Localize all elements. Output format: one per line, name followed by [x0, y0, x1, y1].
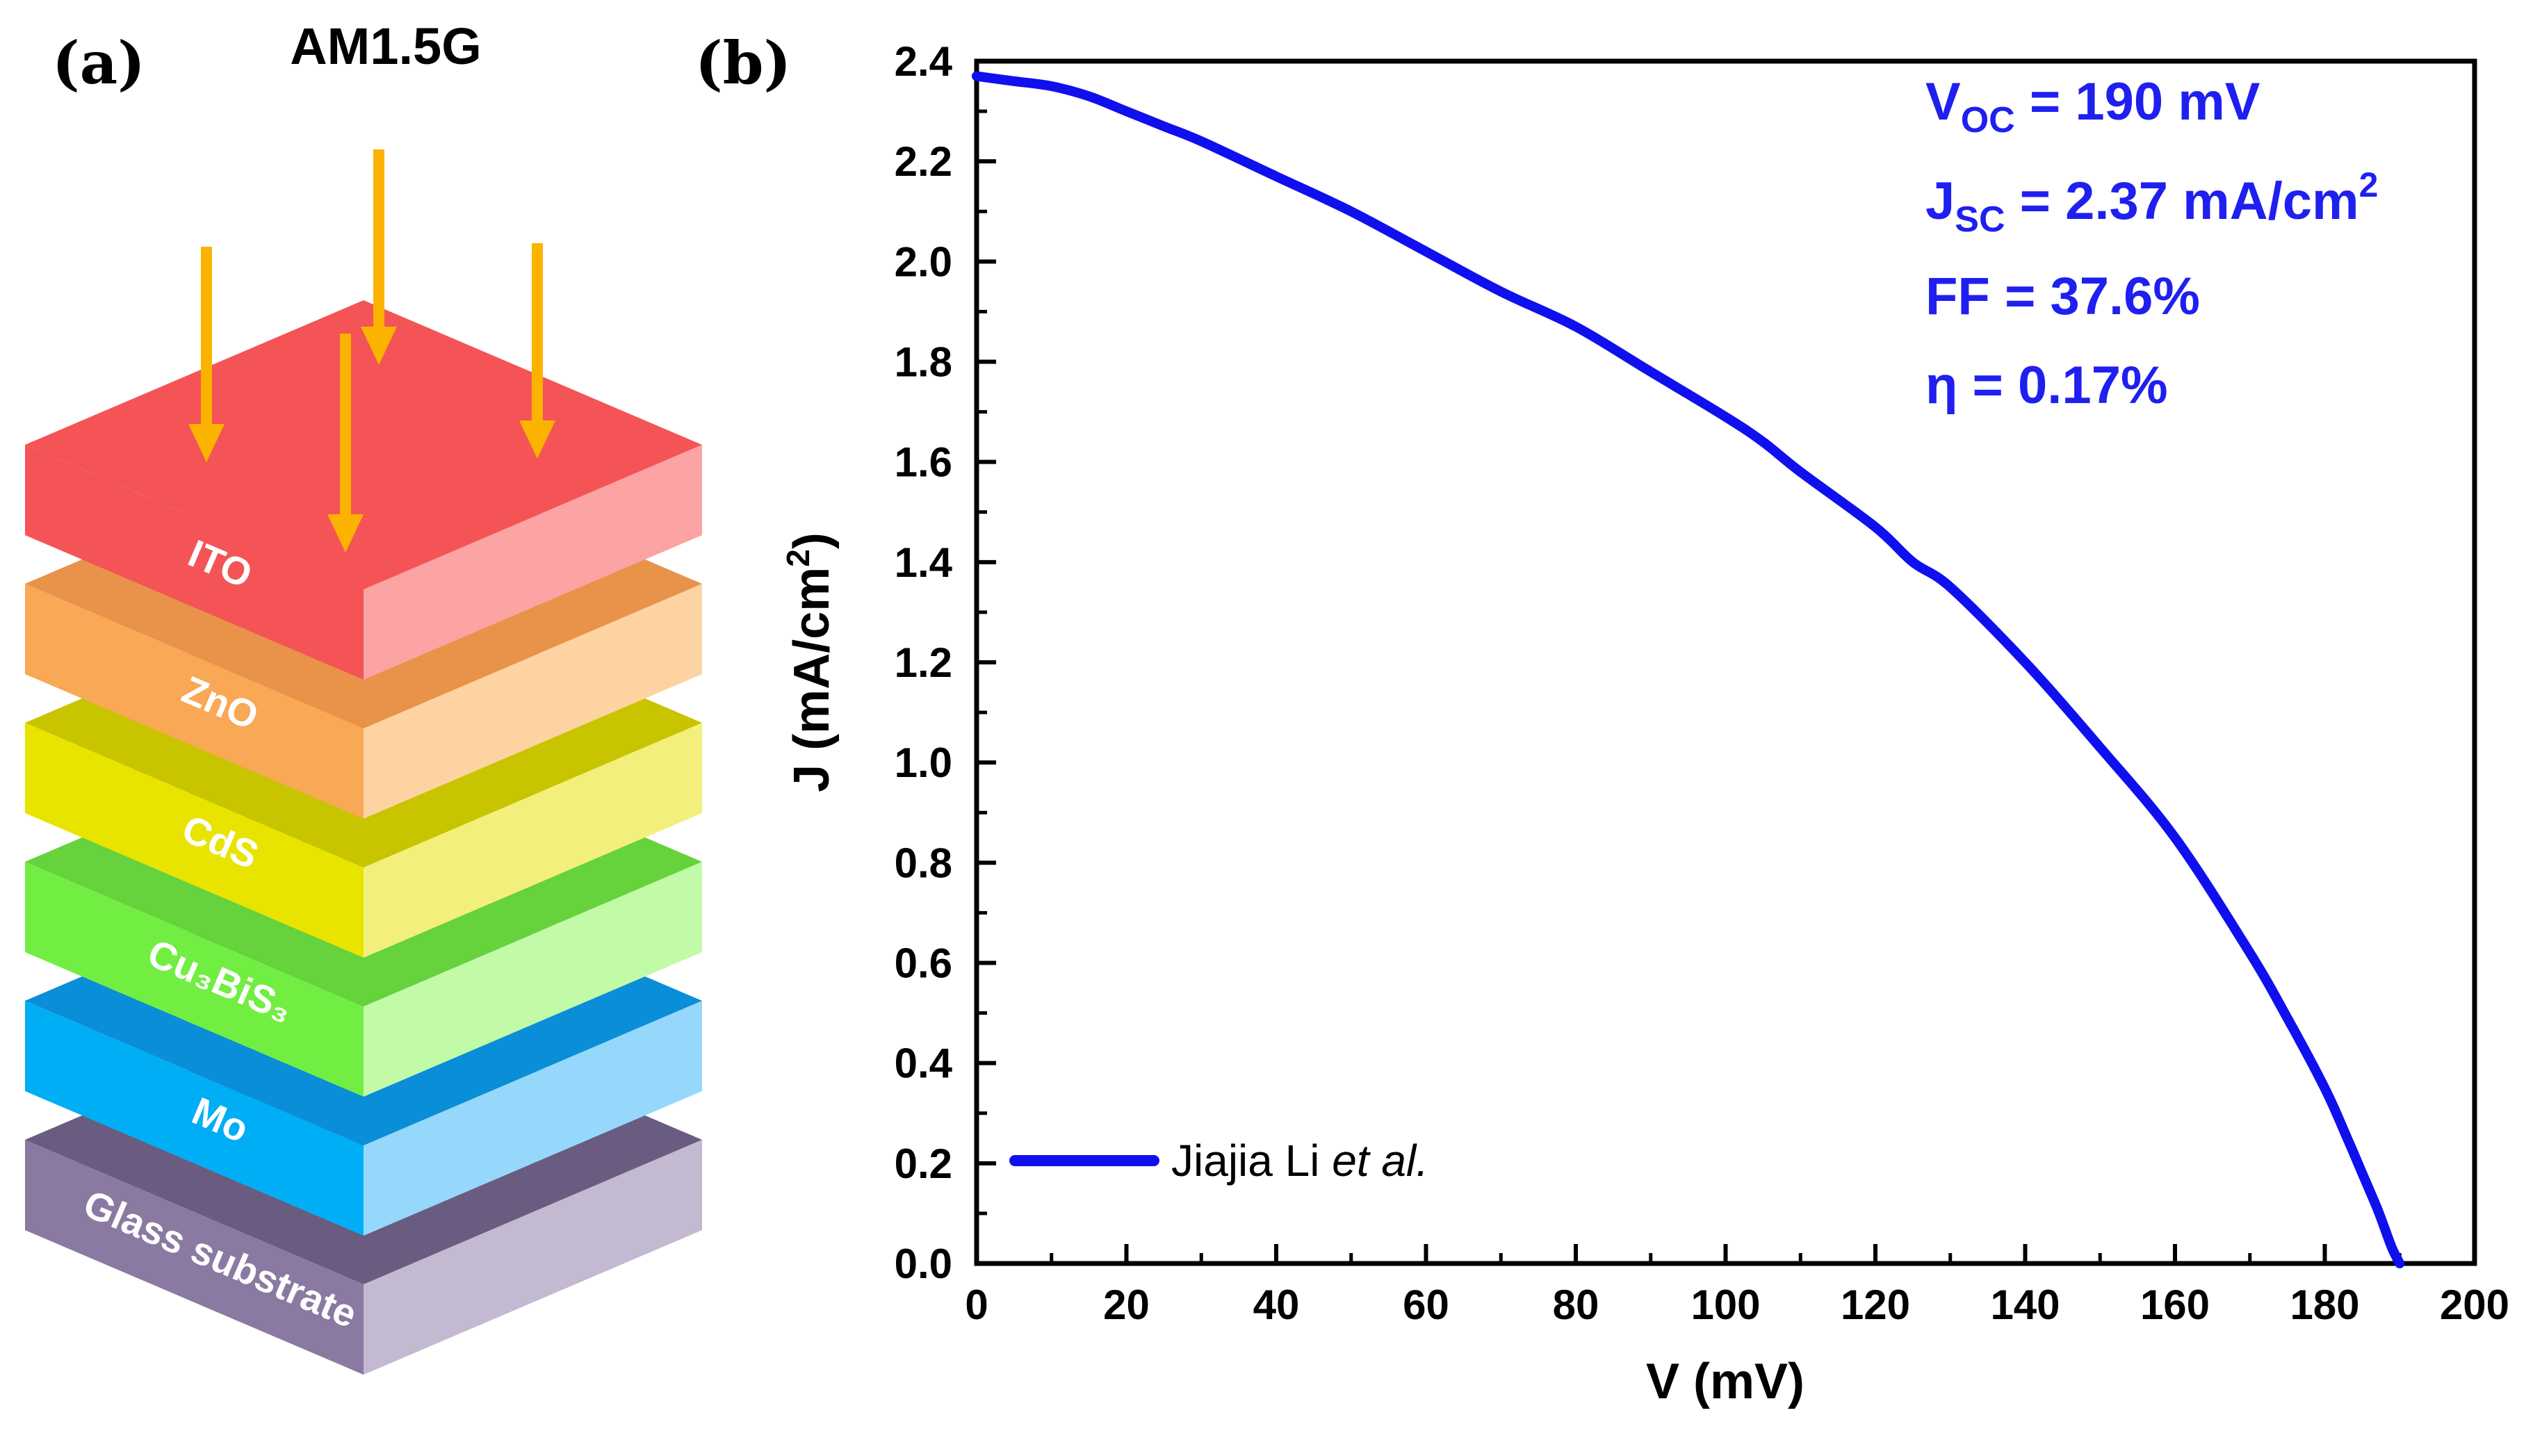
- y-tick-label: 2.2: [895, 138, 952, 185]
- x-tick-label: 0: [965, 1282, 988, 1328]
- layer-side-face: [364, 584, 702, 819]
- y-tick-label: 1.8: [895, 339, 952, 386]
- layer-front-face: [25, 1001, 364, 1236]
- panel-b-label: (b): [695, 28, 791, 97]
- efficiency-annotation: η = 0.17%: [1925, 356, 2168, 415]
- layer-side-face: [364, 862, 702, 1097]
- layer-front-face: [25, 862, 364, 1097]
- x-tick-label: 160: [2140, 1282, 2210, 1328]
- illumination-label: AM1.5G: [290, 17, 482, 75]
- y-tick-label: 0.2: [895, 1140, 952, 1187]
- axis-ticks: [975, 59, 2477, 1266]
- layer-front-face: [25, 584, 364, 819]
- y-tick-label: 1.0: [895, 739, 952, 786]
- y-tick-labels: 0.0 0.2 0.4 0.6 0.8 1.0 1.2 1.4 1.6 1.8 2.0 2.2 2.4: [895, 38, 953, 1287]
- layer-front-face: [25, 723, 364, 958]
- light-arrows: [188, 149, 555, 553]
- y-tick-label: 0.6: [895, 940, 952, 987]
- panel-a-label: (a): [52, 28, 145, 97]
- y-tick-label: 2.4: [895, 38, 953, 85]
- x-tick-label: 80: [1553, 1282, 1599, 1328]
- y-tick-label: 1.4: [895, 539, 953, 586]
- y-tick-label: 0.8: [895, 840, 952, 886]
- x-tick-label: 60: [1403, 1282, 1449, 1328]
- x-tick-label: 40: [1253, 1282, 1300, 1328]
- light-arrow: [361, 149, 397, 365]
- y-tick-label: 2.0: [895, 238, 952, 285]
- legend-label: Jiajia Li et al.: [1171, 1136, 1428, 1186]
- series-line-jiajia-li: [972, 71, 2405, 1268]
- jsc-annotation: JSC = 2.37 mA/cm2: [1925, 165, 2378, 240]
- layer-side-face: [364, 1140, 702, 1375]
- y-tick-label: 1.2: [895, 639, 952, 686]
- y-tick-label: 1.6: [895, 439, 952, 486]
- layer-side-face: [364, 445, 702, 680]
- x-tick-label: 20: [1103, 1282, 1150, 1328]
- layer-side-face: [364, 1001, 702, 1236]
- x-tick-label: 180: [2290, 1282, 2359, 1328]
- x-tick-label: 140: [1990, 1282, 2060, 1328]
- y-axis-title: J (mA/cm2): [780, 532, 840, 792]
- light-arrow: [188, 247, 225, 462]
- x-tick-label: 120: [1841, 1282, 1910, 1328]
- layer-front-face: [25, 1140, 364, 1375]
- layer-side-face: [364, 723, 702, 958]
- light-arrow: [327, 334, 364, 553]
- x-axis-title: V (mV): [1646, 1354, 1804, 1409]
- ff-annotation: FF = 37.6%: [1925, 267, 2200, 326]
- layer-front-face: [25, 445, 364, 680]
- y-tick-label: 0.0: [895, 1241, 952, 1287]
- x-tick-label: 200: [2440, 1282, 2509, 1328]
- y-tick-label: 0.4: [895, 1040, 953, 1087]
- voc-annotation: VOC = 190 mV: [1925, 72, 2260, 140]
- light-arrow: [519, 243, 555, 459]
- plot-frame: [974, 58, 2477, 1266]
- x-tick-label: 100: [1690, 1282, 1760, 1328]
- x-tick-labels: 0 20 40 60 80 100 120 140 160 180 200: [965, 1282, 2509, 1328]
